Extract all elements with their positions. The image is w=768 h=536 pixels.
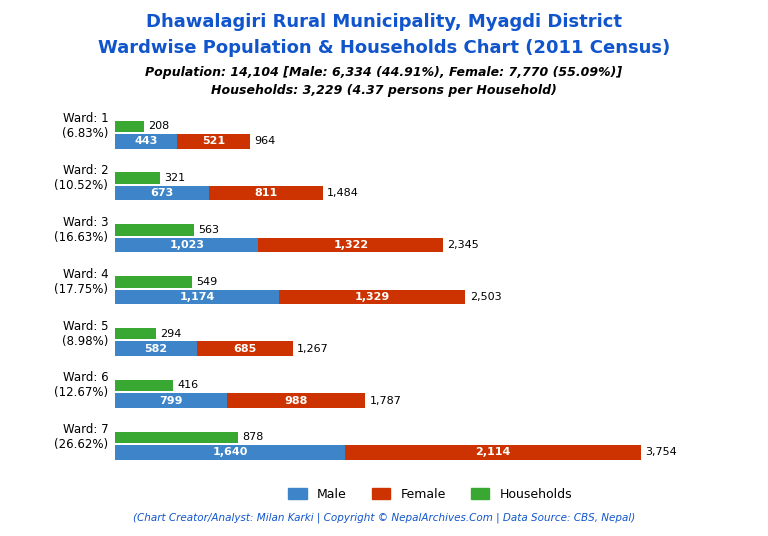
Text: 1,329: 1,329 [355, 292, 390, 302]
Text: 964: 964 [254, 136, 276, 146]
Bar [115, 276, 192, 287]
Bar [227, 393, 366, 408]
Bar [345, 445, 641, 459]
Text: 1,267: 1,267 [296, 344, 329, 354]
Bar [210, 186, 323, 200]
Bar [177, 134, 250, 148]
Bar [115, 173, 160, 184]
Text: 2,503: 2,503 [470, 292, 502, 302]
Text: 811: 811 [254, 188, 278, 198]
Text: 3,754: 3,754 [645, 448, 677, 457]
Bar [115, 431, 238, 443]
Bar [115, 328, 157, 339]
Text: 208: 208 [148, 121, 170, 131]
Text: 1,484: 1,484 [327, 188, 359, 198]
Text: 321: 321 [164, 173, 185, 183]
Text: 988: 988 [284, 396, 308, 406]
Bar [115, 186, 210, 200]
Text: 521: 521 [202, 136, 225, 146]
Bar [115, 289, 280, 304]
Bar [115, 380, 174, 391]
Bar [115, 445, 345, 459]
Text: (Chart Creator/Analyst: Milan Karki | Copyright © NepalArchives.Com | Data Sourc: (Chart Creator/Analyst: Milan Karki | Co… [133, 512, 635, 523]
Text: 549: 549 [197, 277, 217, 287]
Legend: Male, Female, Households: Male, Female, Households [283, 483, 577, 506]
Text: Population: 14,104 [Male: 6,334 (44.91%), Female: 7,770 (55.09%)]: Population: 14,104 [Male: 6,334 (44.91%)… [145, 66, 623, 79]
Text: 2,114: 2,114 [475, 448, 510, 457]
Text: Wardwise Population & Households Chart (2011 Census): Wardwise Population & Households Chart (… [98, 39, 670, 57]
Bar [280, 289, 465, 304]
Text: 1,023: 1,023 [169, 240, 204, 250]
Bar [115, 341, 197, 356]
Text: 673: 673 [151, 188, 174, 198]
Text: 1,787: 1,787 [369, 396, 402, 406]
Text: 563: 563 [198, 225, 219, 235]
Text: 799: 799 [159, 396, 183, 406]
Bar [115, 238, 258, 252]
Text: 685: 685 [233, 344, 257, 354]
Text: 2,345: 2,345 [448, 240, 479, 250]
Bar [115, 393, 227, 408]
Bar [258, 238, 443, 252]
Text: Dhawalagiri Rural Municipality, Myagdi District: Dhawalagiri Rural Municipality, Myagdi D… [146, 13, 622, 32]
Text: Households: 3,229 (4.37 persons per Household): Households: 3,229 (4.37 persons per Hous… [211, 84, 557, 97]
Text: 582: 582 [144, 344, 167, 354]
Bar [197, 341, 293, 356]
Bar [115, 121, 144, 132]
Bar [115, 134, 177, 148]
Text: 416: 416 [177, 381, 199, 391]
Bar [115, 225, 194, 236]
Text: 443: 443 [134, 136, 158, 146]
Text: 1,174: 1,174 [180, 292, 215, 302]
Text: 294: 294 [161, 329, 182, 339]
Text: 878: 878 [242, 433, 263, 442]
Text: 1,640: 1,640 [212, 448, 247, 457]
Text: 1,322: 1,322 [333, 240, 369, 250]
